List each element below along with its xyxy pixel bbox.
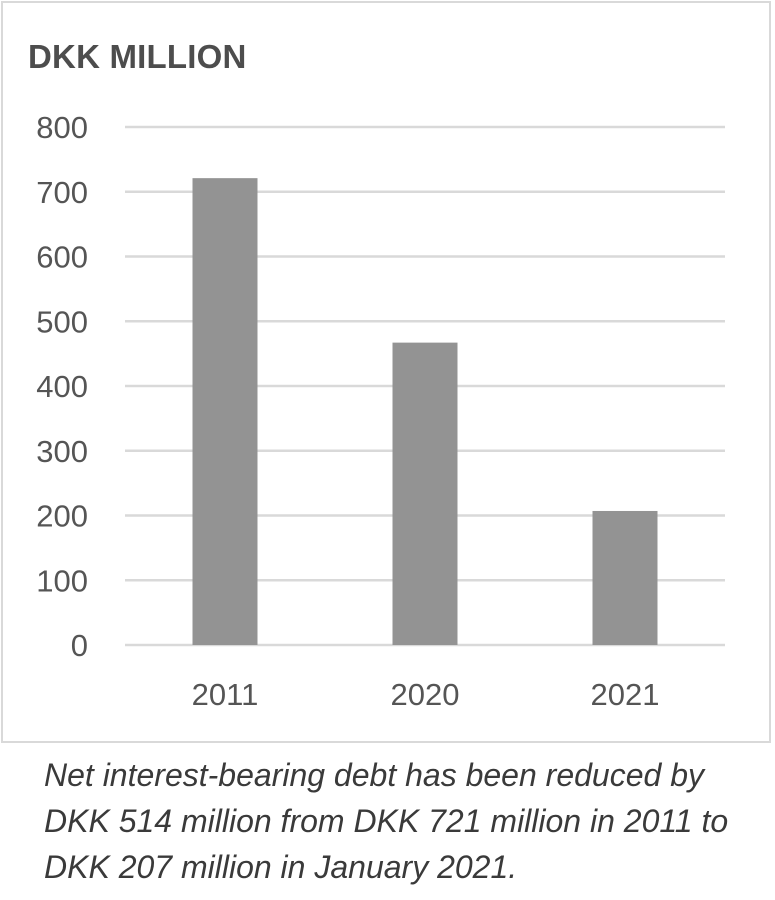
y-tick-label: 300 (36, 434, 88, 469)
bars (192, 178, 658, 645)
x-tick-label: 2011 (192, 677, 259, 712)
y-tick-label: 500 (36, 304, 88, 339)
y-tick-label: 0 (71, 628, 88, 663)
bar-2020 (392, 342, 458, 645)
x-tick-label: 2020 (391, 677, 460, 712)
y-tick-label: 400 (36, 369, 88, 404)
y-tick-label: 700 (36, 175, 88, 210)
y-tick-label: 800 (36, 110, 88, 145)
x-axis-ticks: 2011 2020 2021 (192, 677, 660, 712)
x-tick-label: 2021 (591, 677, 660, 712)
y-tick-label: 100 (36, 563, 88, 598)
bar-2011 (192, 178, 258, 645)
chart-title: DKK MILLION (28, 38, 247, 75)
bar-chart: 0 100 200 300 400 500 600 700 800 2011 2020 2021 (36, 110, 725, 712)
y-tick-label: 600 (36, 240, 88, 275)
y-tick-label: 200 (36, 499, 88, 534)
bar-2021 (592, 510, 658, 645)
y-axis-ticks: 0 100 200 300 400 500 600 700 800 (36, 110, 88, 663)
chart-caption: Net interest-bearing debt has been reduc… (44, 757, 729, 885)
